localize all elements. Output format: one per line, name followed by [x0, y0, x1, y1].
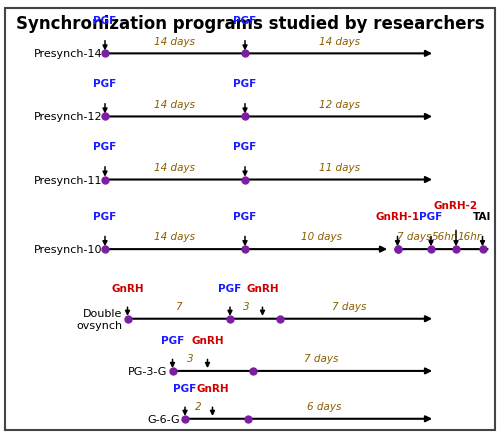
Text: PGF: PGF [234, 16, 256, 26]
Text: PG-3-G: PG-3-G [128, 366, 168, 376]
Text: 6 days: 6 days [306, 401, 341, 411]
Text: 12 days: 12 days [320, 99, 360, 109]
Text: 7 days: 7 days [397, 232, 432, 242]
Text: PGF: PGF [94, 79, 116, 89]
Text: 16hr: 16hr [457, 232, 481, 242]
Text: PGF: PGF [94, 142, 116, 152]
Text: 11 days: 11 days [320, 162, 360, 172]
Text: 3: 3 [186, 353, 194, 363]
Text: PGF: PGF [234, 211, 256, 221]
Text: PGF: PGF [234, 142, 256, 152]
Text: G-6-G: G-6-G [148, 414, 180, 424]
Text: Double
ovsynch: Double ovsynch [76, 308, 122, 330]
Text: PGF: PGF [234, 79, 256, 89]
Text: 7: 7 [176, 301, 182, 311]
Text: GnRH: GnRH [246, 283, 279, 293]
Text: 7 days: 7 days [304, 353, 338, 363]
Text: Presynch-12: Presynch-12 [34, 112, 102, 122]
Text: PGF: PGF [94, 211, 116, 221]
Text: PGF: PGF [174, 383, 197, 393]
Text: Presynch-10: Presynch-10 [34, 245, 102, 254]
Text: 56hr: 56hr [432, 232, 456, 242]
Text: 3: 3 [243, 301, 250, 311]
Text: 14 days: 14 days [154, 36, 196, 46]
Text: GnRH-2: GnRH-2 [434, 201, 478, 210]
Text: GnRH-1: GnRH-1 [376, 211, 420, 221]
Text: TAI: TAI [474, 211, 492, 221]
Text: 10 days: 10 days [301, 232, 342, 242]
Text: GnRH: GnRH [191, 335, 224, 345]
Text: Presynch-14: Presynch-14 [34, 49, 102, 59]
Text: 14 days: 14 days [154, 232, 196, 242]
Text: PGF: PGF [161, 335, 184, 345]
Text: 14 days: 14 days [154, 162, 196, 172]
Text: 7 days: 7 days [332, 301, 366, 311]
Text: 14 days: 14 days [320, 36, 360, 46]
Text: 14 days: 14 days [154, 99, 196, 109]
Text: PGF: PGF [420, 211, 442, 221]
Text: PGF: PGF [218, 283, 242, 293]
Text: Synchronization programs studied by researchers: Synchronization programs studied by rese… [16, 15, 484, 33]
Text: Presynch-11: Presynch-11 [34, 175, 102, 185]
Text: PGF: PGF [94, 16, 116, 26]
Text: GnRH: GnRH [196, 383, 229, 393]
Text: GnRH: GnRH [111, 283, 144, 293]
Text: 2: 2 [196, 401, 202, 411]
